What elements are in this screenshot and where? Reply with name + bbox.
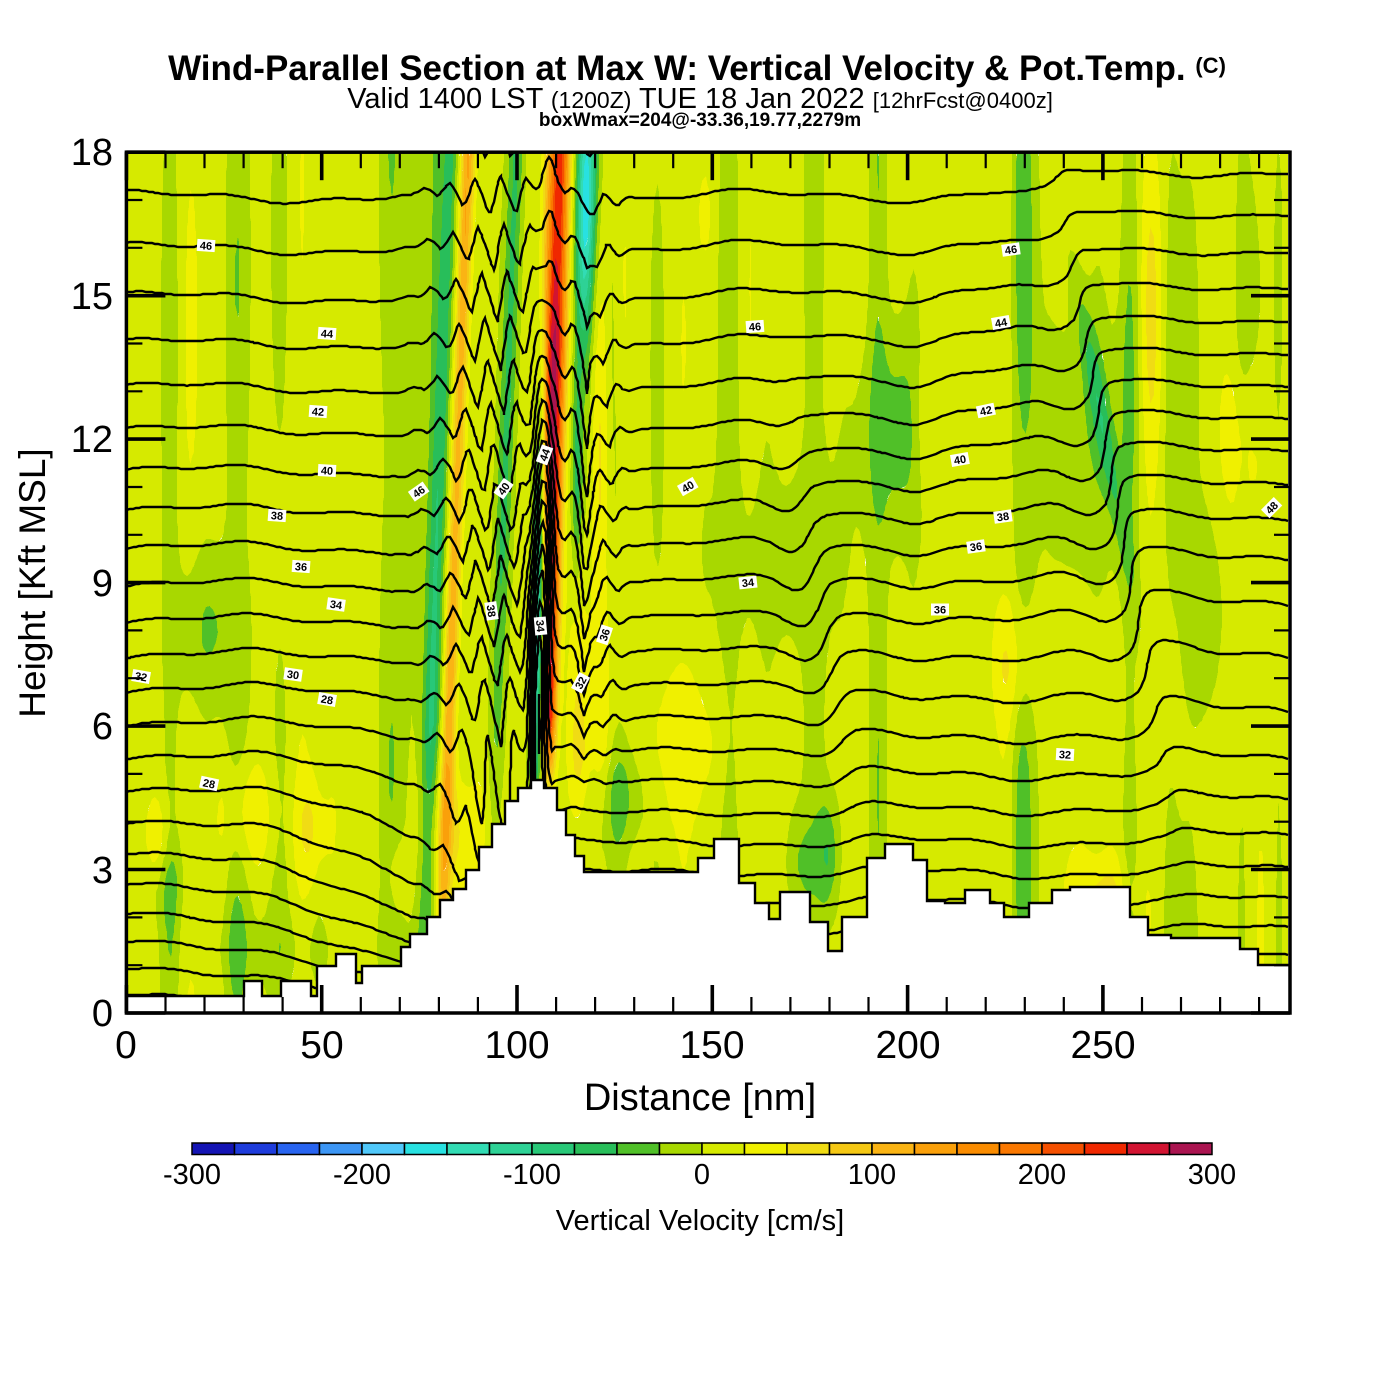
svg-text:46: 46 [749, 321, 762, 334]
svg-text:12: 12 [71, 419, 113, 461]
svg-text:0: 0 [694, 1159, 710, 1191]
svg-text:Wind-Parallel Section at Max W: Wind-Parallel Section at Max W: Vertical… [168, 49, 1226, 88]
svg-text:36: 36 [598, 627, 613, 642]
svg-text:38: 38 [270, 510, 283, 523]
svg-text:Height [Kft MSL]: Height [Kft MSL] [12, 448, 53, 717]
svg-text:-300: -300 [163, 1159, 221, 1191]
svg-text:46: 46 [1004, 244, 1018, 258]
svg-text:46: 46 [411, 484, 428, 501]
svg-text:36: 36 [969, 541, 983, 555]
svg-text:30: 30 [286, 669, 300, 683]
svg-text:50: 50 [300, 1024, 343, 1067]
svg-text:28: 28 [202, 777, 216, 791]
svg-text:15: 15 [71, 276, 113, 318]
svg-text:100: 100 [848, 1159, 896, 1191]
svg-text:250: 250 [1070, 1024, 1135, 1067]
svg-text:36: 36 [934, 605, 946, 617]
svg-text:38: 38 [484, 604, 498, 618]
svg-text:3: 3 [92, 850, 113, 892]
svg-text:-200: -200 [333, 1159, 391, 1191]
svg-text:boxWmax=204@-33.36,19.77,2279m: boxWmax=204@-33.36,19.77,2279m [539, 110, 861, 131]
svg-text:42: 42 [979, 404, 993, 418]
svg-text:38: 38 [996, 511, 1010, 525]
svg-text:44: 44 [538, 447, 554, 463]
svg-text:36: 36 [294, 561, 307, 574]
svg-text:6: 6 [92, 706, 113, 748]
svg-text:300: 300 [1188, 1159, 1236, 1191]
svg-text:Vertical Velocity [cm/s]: Vertical Velocity [cm/s] [556, 1205, 845, 1237]
svg-text:32: 32 [573, 675, 589, 691]
svg-text:-100: -100 [503, 1159, 561, 1191]
svg-text:0: 0 [92, 993, 113, 1035]
svg-text:46: 46 [199, 240, 212, 253]
svg-text:18: 18 [71, 132, 113, 174]
svg-text:100: 100 [484, 1024, 549, 1067]
svg-text:44: 44 [994, 316, 1009, 330]
svg-text:200: 200 [875, 1024, 940, 1067]
svg-text:40: 40 [680, 479, 697, 496]
svg-text:40: 40 [953, 454, 967, 468]
svg-text:Distance [nm]: Distance [nm] [584, 1077, 816, 1119]
svg-text:32: 32 [1059, 749, 1072, 762]
svg-text:0: 0 [115, 1024, 137, 1067]
svg-text:200: 200 [1018, 1159, 1066, 1191]
svg-text:9: 9 [92, 563, 113, 605]
svg-text:40: 40 [496, 481, 513, 498]
svg-text:34: 34 [741, 577, 755, 590]
svg-text:28: 28 [320, 694, 334, 708]
svg-text:44: 44 [320, 328, 334, 341]
svg-text:40: 40 [321, 465, 334, 478]
svg-text:150: 150 [679, 1024, 744, 1067]
svg-text:Valid 1400 LST (1200Z) TUE 18: Valid 1400 LST (1200Z) TUE 18 Jan 2022 [… [347, 83, 1053, 115]
svg-text:42: 42 [311, 406, 324, 419]
svg-text:34: 34 [533, 619, 546, 633]
svg-text:34: 34 [329, 599, 344, 613]
